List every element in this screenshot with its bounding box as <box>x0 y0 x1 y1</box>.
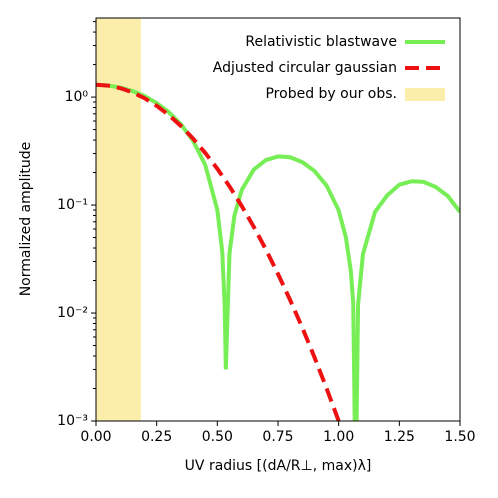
y-tick-label: 10⁻² <box>57 305 88 321</box>
x-tick-label: 1.50 <box>444 429 475 445</box>
axes-frame <box>95 17 461 422</box>
x-axis-label: UV radius [(dA/R⊥, max)λ] <box>185 458 372 474</box>
legend-label: Probed by our obs. <box>265 86 397 102</box>
x-tick-label: 0.75 <box>262 429 293 445</box>
x-tick-label: 1.25 <box>384 429 415 445</box>
plot-area <box>96 82 460 421</box>
y-tick-label: 10⁰ <box>65 89 89 105</box>
x-tick-label: 0.25 <box>141 429 172 445</box>
legend-swatch <box>405 88 445 101</box>
x-tick-label: 1.00 <box>323 429 354 445</box>
legend-label: Relativistic blastwave <box>245 34 397 50</box>
x-tick-label: 0.00 <box>80 429 111 445</box>
shaded-region <box>96 18 141 421</box>
y-tick-label: 10⁻³ <box>57 413 88 429</box>
x-tick-label: 0.50 <box>202 429 233 445</box>
series-line <box>96 82 341 421</box>
legend-label: Adjusted circular gaussian <box>213 60 397 76</box>
y-tick-label: 10⁻¹ <box>57 197 88 213</box>
y-axis-label: Normalized amplitude <box>18 142 34 297</box>
